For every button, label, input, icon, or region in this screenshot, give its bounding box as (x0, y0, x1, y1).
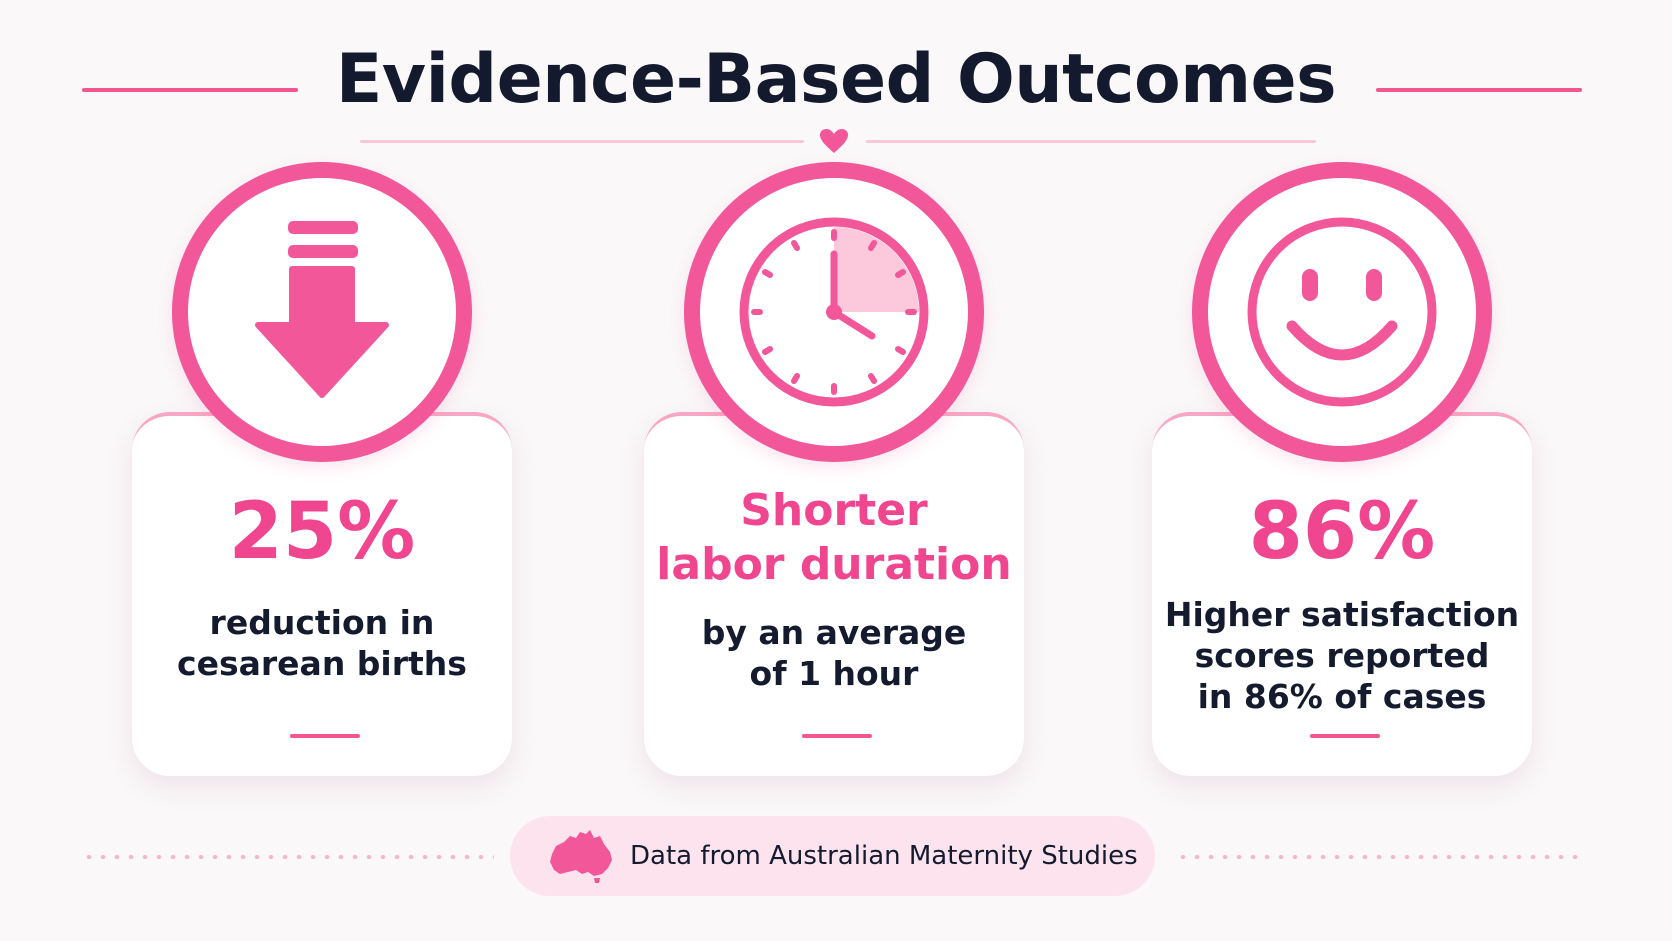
clock-icon (700, 178, 968, 446)
source-badge: Data from Australian Maternity Studies (510, 816, 1155, 896)
card-divider (802, 734, 872, 738)
title-right-line (1376, 88, 1582, 92)
stat-description: Higher satisfaction scores reported in 8… (1164, 595, 1520, 716)
stat-value: Shorter labor duration (656, 485, 1012, 590)
page-title: Evidence-Based Outcomes (335, 40, 1337, 119)
title-left-line (82, 88, 298, 92)
smiley-face-icon (1208, 178, 1476, 446)
card-divider (290, 734, 360, 738)
stat-value: 86% (1248, 487, 1436, 577)
source-text: Data from Australian Maternity Studies (630, 841, 1138, 871)
australia-map-icon (550, 830, 612, 883)
heart-icon (820, 129, 848, 153)
outcome-card-satisfaction: 86% Higher satisfaction scores reported … (1152, 412, 1532, 776)
subtitle-divider-left (360, 140, 804, 143)
stat-value: 25% (228, 487, 416, 577)
footer-dots-right (1176, 855, 1586, 859)
footer-dots-left (82, 855, 494, 859)
outcome-card-cesarean: 25% reduction in cesarean births (132, 412, 512, 776)
subtitle-divider-right (866, 140, 1316, 143)
stat-description: reduction in cesarean births (177, 603, 467, 683)
card-divider (1310, 734, 1380, 738)
down-arrow-icon (188, 178, 456, 446)
header: Evidence-Based Outcomes (0, 0, 1672, 160)
outcome-card-labor-duration: Shorter labor duration by an average of … (644, 412, 1024, 776)
stat-description: by an average of 1 hour (701, 613, 967, 693)
